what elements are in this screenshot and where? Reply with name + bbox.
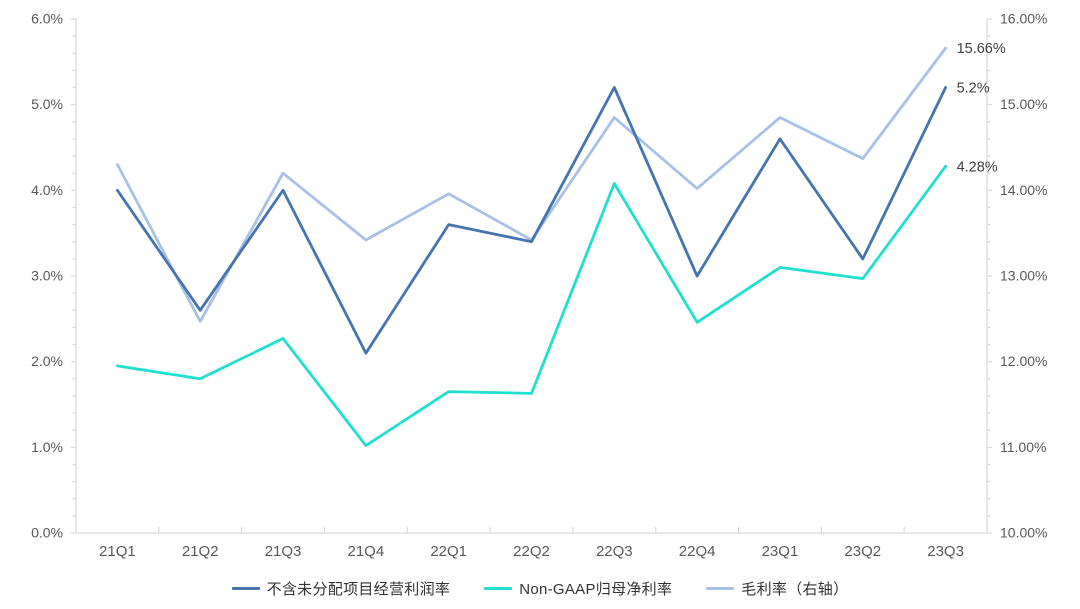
right-axis-tick-label: 16.00% xyxy=(1000,11,1047,27)
x-axis-tick-label: 23Q3 xyxy=(927,543,964,560)
x-axis-tick-label: 22Q4 xyxy=(679,543,716,560)
legend-label-operating-margin: 不含未分配项目经营利润率 xyxy=(266,580,451,598)
legend-item-gross-margin: 毛利率（右轴） xyxy=(706,578,848,599)
left-axis-tick-label: 5.0% xyxy=(31,96,63,112)
right-axis-tick-label: 10.00% xyxy=(1000,525,1047,541)
left-axis-tick-label: 1.0% xyxy=(31,439,63,455)
legend-label-gross-margin: 毛利率（右轴） xyxy=(741,580,849,598)
legend: 不含未分配项目经营利润率 Non-GAAP归母净利率 毛利率（右轴） xyxy=(0,573,1080,603)
x-axis-tick-label: 21Q1 xyxy=(99,543,136,560)
x-axis-tick-label: 23Q2 xyxy=(844,543,881,560)
left-axis-tick-label: 4.0% xyxy=(31,182,63,198)
x-axis-tick-label: 21Q4 xyxy=(348,543,385,560)
legend-label-nongaap-margin: Non-GAAP归母净利率 xyxy=(519,580,673,598)
legend-marker-line xyxy=(231,586,260,590)
x-axis-tick-label: 22Q1 xyxy=(430,543,467,560)
data-label-1: 4.28% xyxy=(957,159,998,175)
right-axis-tick-label: 11.00% xyxy=(1000,439,1046,455)
x-axis-tick-label: 22Q3 xyxy=(596,543,633,560)
legend-item-nongaap-margin: Non-GAAP归母净利率 xyxy=(484,578,672,599)
series-line-0 xyxy=(116,86,947,355)
legend-marker-line xyxy=(484,586,513,590)
left-axis-tick-label: 3.0% xyxy=(31,268,63,284)
left-axis-tick-label: 0.0% xyxy=(31,525,63,541)
right-axis-tick-label: 13.00% xyxy=(1000,268,1047,284)
line-chart: 0.0% 1.0% 2.0% 3.0% 4.0% 5.0% 6.0% 10.00% 11.00%… xyxy=(31,11,1047,561)
right-axis-tick-label: 14.00% xyxy=(1000,182,1047,198)
left-axis-tick-label: 6.0% xyxy=(31,11,63,27)
left-axis-tick-label: 2.0% xyxy=(31,353,63,369)
data-label-2: 15.66% xyxy=(957,41,1006,57)
legend-marker-line xyxy=(706,586,735,590)
data-label-0: 5.2% xyxy=(957,81,990,97)
right-axis-tick-label: 15.00% xyxy=(1000,96,1047,112)
x-axis-tick-label: 21Q2 xyxy=(182,543,219,560)
legend-item-operating-margin: 不含未分配项目经营利润率 xyxy=(231,578,451,599)
series-line-2 xyxy=(116,46,947,323)
x-axis-tick-label: 23Q1 xyxy=(762,543,799,560)
x-axis-tick-label: 22Q2 xyxy=(513,543,550,560)
right-axis-tick-label: 12.00% xyxy=(1000,353,1047,369)
series-line-1 xyxy=(116,164,947,448)
x-axis-tick-label: 21Q3 xyxy=(265,543,302,560)
